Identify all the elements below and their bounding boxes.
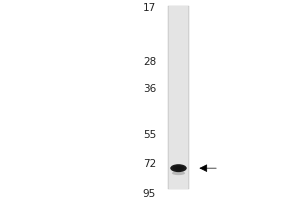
Text: 17: 17 <box>143 3 156 13</box>
Ellipse shape <box>175 167 182 170</box>
Text: 28: 28 <box>143 57 156 67</box>
Text: 72: 72 <box>143 159 156 169</box>
Bar <box>169 6 188 189</box>
Ellipse shape <box>172 171 185 175</box>
Ellipse shape <box>170 164 187 172</box>
Bar <box>168 6 189 189</box>
Text: 36: 36 <box>143 84 156 94</box>
Text: 55: 55 <box>143 130 156 140</box>
Text: 95: 95 <box>143 189 156 199</box>
Ellipse shape <box>173 165 184 171</box>
